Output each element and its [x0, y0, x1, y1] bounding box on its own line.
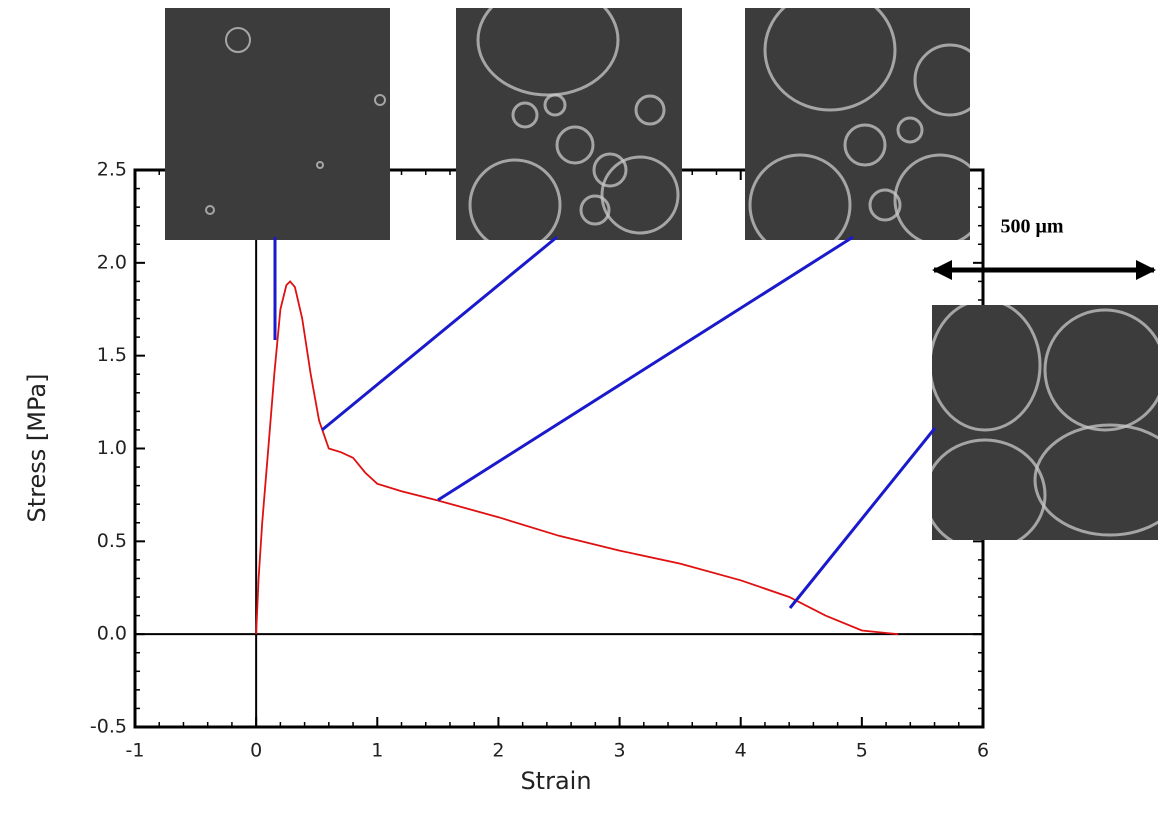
- x-tick-label: -1: [126, 740, 145, 762]
- x-tick-label: 6: [977, 740, 989, 762]
- scale-bar-label: 500 μm: [1001, 216, 1064, 238]
- x-tick-label: 5: [856, 740, 868, 762]
- micrograph: [165, 8, 390, 240]
- x-tick-label: 2: [492, 740, 504, 762]
- y-tick-label: 0.5: [97, 530, 127, 552]
- micrograph: [745, 8, 970, 240]
- micrograph: [456, 8, 682, 240]
- x-axis-label: Strain: [520, 767, 591, 795]
- plot-area: -1 0 1 2 3 4 5 6 -0.5 0.0 0.5 1.0 1.5 2.0 2.5: [90, 159, 989, 762]
- connector: [788, 427, 937, 609]
- stress-strain-curve: [255, 280, 899, 636]
- x-tick-label: 1: [371, 740, 383, 762]
- connector: [437, 235, 854, 502]
- x-tick-label: 3: [614, 740, 626, 762]
- plot-frame: [133, 168, 985, 729]
- micrograph: [932, 305, 1158, 540]
- connector: [321, 235, 558, 432]
- y-tick-label: 1.0: [97, 437, 127, 459]
- y-axis-label: Stress [MPa]: [23, 374, 51, 523]
- y-tick-label: 2.0: [97, 251, 127, 273]
- x-tick-label: 4: [735, 740, 747, 762]
- y-tick-label: 2.5: [97, 159, 127, 181]
- x-tick-label: 0: [250, 740, 262, 762]
- y-tick-label: -0.5: [90, 716, 127, 738]
- y-tick-label: 0.0: [97, 623, 127, 645]
- y-tick-label: 1.5: [97, 344, 127, 366]
